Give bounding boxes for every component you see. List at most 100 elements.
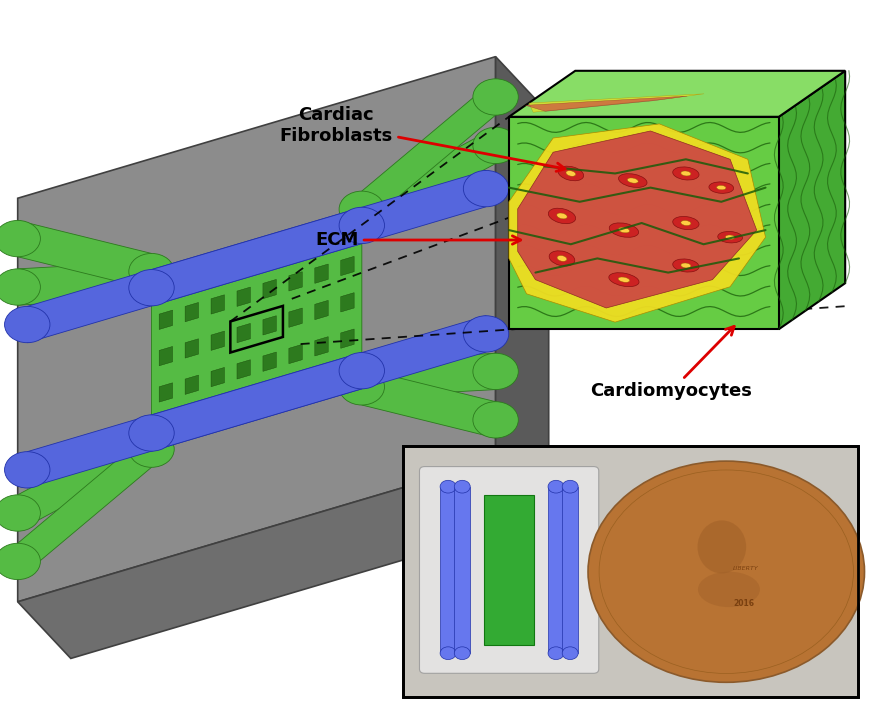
Ellipse shape: [619, 277, 629, 282]
Polygon shape: [526, 96, 687, 111]
Polygon shape: [27, 171, 486, 343]
Ellipse shape: [627, 178, 638, 183]
Polygon shape: [289, 271, 303, 292]
Ellipse shape: [549, 251, 575, 266]
Polygon shape: [158, 346, 173, 366]
Polygon shape: [341, 256, 354, 275]
Polygon shape: [18, 220, 151, 290]
Polygon shape: [440, 486, 456, 653]
Polygon shape: [211, 404, 225, 423]
Polygon shape: [289, 272, 303, 291]
Ellipse shape: [697, 520, 746, 573]
Polygon shape: [159, 310, 173, 329]
Polygon shape: [496, 57, 549, 517]
Polygon shape: [18, 431, 151, 580]
Polygon shape: [263, 243, 276, 263]
Polygon shape: [18, 460, 549, 658]
FancyBboxPatch shape: [484, 495, 535, 645]
Polygon shape: [289, 344, 303, 364]
Polygon shape: [289, 308, 303, 327]
Circle shape: [0, 220, 41, 257]
Polygon shape: [263, 352, 276, 372]
Polygon shape: [211, 295, 225, 314]
Ellipse shape: [619, 173, 647, 188]
Circle shape: [454, 480, 470, 493]
Polygon shape: [341, 329, 355, 349]
Polygon shape: [211, 331, 225, 351]
Polygon shape: [528, 94, 704, 113]
Polygon shape: [158, 273, 173, 294]
Polygon shape: [159, 383, 173, 402]
Polygon shape: [211, 403, 225, 423]
Circle shape: [0, 495, 41, 531]
Polygon shape: [211, 258, 225, 278]
Ellipse shape: [673, 259, 699, 272]
Circle shape: [339, 191, 384, 227]
Text: ECM: ECM: [315, 231, 520, 249]
Polygon shape: [314, 372, 328, 393]
Polygon shape: [289, 307, 303, 328]
Polygon shape: [211, 367, 225, 387]
Polygon shape: [289, 344, 303, 364]
Polygon shape: [151, 210, 362, 449]
Circle shape: [473, 79, 519, 115]
Ellipse shape: [673, 217, 699, 229]
Circle shape: [129, 431, 174, 467]
Polygon shape: [18, 57, 496, 602]
Polygon shape: [315, 373, 328, 392]
Ellipse shape: [673, 167, 699, 180]
Polygon shape: [263, 316, 276, 335]
Ellipse shape: [681, 220, 691, 226]
Polygon shape: [237, 360, 250, 379]
Polygon shape: [263, 315, 277, 336]
Text: Cardiac
Fibroblasts: Cardiac Fibroblasts: [280, 106, 565, 171]
Polygon shape: [562, 486, 578, 653]
Ellipse shape: [698, 572, 760, 607]
Polygon shape: [211, 331, 225, 350]
Circle shape: [129, 253, 174, 290]
Ellipse shape: [609, 273, 639, 287]
Polygon shape: [341, 220, 354, 239]
Circle shape: [339, 207, 384, 244]
Circle shape: [4, 307, 50, 343]
Circle shape: [464, 171, 509, 207]
Text: LIBERTY: LIBERTY: [733, 566, 758, 571]
Circle shape: [473, 353, 519, 389]
Circle shape: [339, 199, 384, 236]
Polygon shape: [289, 380, 303, 401]
Polygon shape: [237, 324, 250, 343]
Polygon shape: [341, 292, 354, 312]
Ellipse shape: [709, 182, 734, 193]
Polygon shape: [236, 396, 250, 416]
Polygon shape: [185, 375, 199, 395]
Polygon shape: [185, 339, 198, 358]
Polygon shape: [211, 258, 225, 278]
Polygon shape: [341, 329, 354, 348]
Polygon shape: [237, 287, 250, 307]
Circle shape: [588, 461, 865, 683]
Polygon shape: [263, 280, 276, 299]
Polygon shape: [158, 309, 173, 330]
Ellipse shape: [566, 171, 575, 176]
Circle shape: [548, 647, 564, 660]
Polygon shape: [185, 375, 198, 394]
Polygon shape: [185, 266, 198, 285]
Circle shape: [0, 543, 41, 580]
Polygon shape: [159, 419, 173, 438]
Polygon shape: [362, 79, 496, 227]
Polygon shape: [158, 382, 173, 403]
Polygon shape: [289, 235, 303, 255]
Polygon shape: [315, 300, 328, 319]
Polygon shape: [185, 302, 199, 322]
Polygon shape: [263, 389, 276, 408]
Circle shape: [473, 401, 519, 438]
Polygon shape: [236, 287, 250, 307]
Polygon shape: [185, 266, 199, 286]
Ellipse shape: [681, 171, 691, 176]
Polygon shape: [159, 274, 173, 293]
Polygon shape: [27, 316, 486, 488]
Circle shape: [339, 369, 384, 405]
Circle shape: [473, 127, 519, 164]
Text: 2016: 2016: [734, 599, 755, 608]
Polygon shape: [341, 365, 355, 385]
